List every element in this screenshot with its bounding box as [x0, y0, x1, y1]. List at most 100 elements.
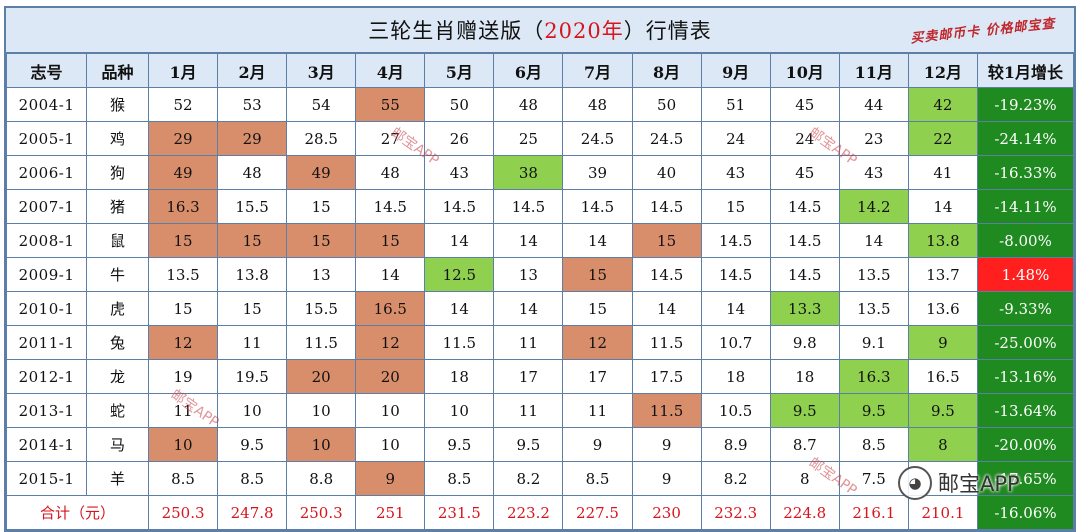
- issue-id-cell: 2014-1: [6, 427, 87, 462]
- zodiac-cell: 马: [86, 427, 149, 462]
- table-row: 2015-1 羊 8.5 8.5 8.8 9 8.5 8.2 8.5 9 8.2 8 7.5 7 -17.6…: [6, 461, 1074, 496]
- price-cell: 38: [493, 155, 564, 190]
- price-cell: 17: [493, 359, 564, 394]
- price-cell: 9.5: [493, 427, 564, 462]
- table-row: 2009-1 牛 13.5 13.8 13 14 12.5 13 15 14.5 14.5 14.5 1…: [6, 257, 1074, 292]
- price-cell: 15: [562, 257, 633, 292]
- price-cell: 13.8: [907, 223, 979, 258]
- price-cell: 8.2: [700, 461, 771, 496]
- price-cell: 12.5: [424, 257, 495, 292]
- total-cell: 230: [631, 495, 702, 530]
- price-cell: 12: [147, 325, 219, 360]
- price-cell: 9: [907, 325, 979, 360]
- price-cell: 14: [493, 291, 564, 326]
- zodiac-cell: 猴: [86, 87, 149, 122]
- table-row: 2007-1 猪 16.3 15.5 15 14.5 14.5 14.5 14.5 14.5 15 1…: [6, 189, 1074, 224]
- growth-cell: -19.23%: [977, 87, 1074, 122]
- price-cell: 9.5: [217, 427, 288, 462]
- issue-id-cell: 2012-1: [6, 359, 87, 394]
- price-cell: 14.5: [493, 189, 564, 224]
- price-cell: 13.3: [769, 291, 840, 326]
- price-cell: 24: [700, 121, 771, 156]
- price-cell: 15: [286, 223, 357, 258]
- zodiac-cell: 猪: [86, 189, 149, 224]
- price-cell: 9: [631, 427, 702, 462]
- issue-id-cell: 2004-1: [6, 87, 87, 122]
- price-cell: 10: [355, 427, 426, 462]
- price-cell: 45: [769, 87, 840, 122]
- table-row: 2011-1 兔 12 11 11.5 12 11.5 11 12 11.5 10.7 9.8 9.1 9…: [6, 325, 1074, 360]
- column-header: 9月: [700, 53, 771, 88]
- column-header: 11月: [838, 53, 909, 88]
- price-cell: 16.5: [355, 291, 426, 326]
- table-row: 2010-1 虎 15 15 15.5 16.5 14 14 15 14 14 13.3 13.5 13.…: [6, 291, 1074, 326]
- price-cell: 43: [838, 155, 909, 190]
- price-cell: 15: [147, 291, 219, 326]
- zodiac-cell: 鸡: [86, 121, 149, 156]
- price-cell: 19: [147, 359, 219, 394]
- price-cell: 14.5: [631, 189, 702, 224]
- price-cell: 25: [493, 121, 564, 156]
- price-cell: 10: [424, 393, 495, 428]
- price-cell: 19.5: [217, 359, 288, 394]
- price-cell: 9: [562, 427, 633, 462]
- price-cell: 11.5: [424, 325, 495, 360]
- price-cell: 8.2: [493, 461, 564, 496]
- price-table: 志号 品种 1月 2月 3月 4月 5月 6月 7月 8月 9月 10月 11月 12月 较1月增长 200…: [6, 53, 1074, 530]
- price-cell: 11: [493, 393, 564, 428]
- growth-cell: -25.00%: [977, 325, 1074, 360]
- price-cell: 9.8: [769, 325, 840, 360]
- total-cell: 224.8: [769, 495, 840, 530]
- zodiac-cell: 龙: [86, 359, 149, 394]
- price-cell: 14: [355, 257, 426, 292]
- price-cell: 14.5: [424, 189, 495, 224]
- price-cell: 8: [907, 427, 979, 462]
- price-cell: 14: [907, 189, 979, 224]
- price-cell: 14.5: [769, 257, 840, 292]
- price-cell: 8: [769, 461, 840, 496]
- growth-cell: -13.16%: [977, 359, 1074, 394]
- price-cell: 50: [631, 87, 702, 122]
- price-cell: 42: [907, 87, 979, 122]
- zodiac-cell: 羊: [86, 461, 149, 496]
- price-cell: 20: [355, 359, 426, 394]
- issue-id-cell: 2010-1: [6, 291, 87, 326]
- price-cell: 11.5: [631, 325, 702, 360]
- total-cell: 210.1: [907, 495, 979, 530]
- price-cell: 13: [493, 257, 564, 292]
- price-cell: 11: [217, 325, 288, 360]
- price-cell: 13.6: [907, 291, 979, 326]
- zodiac-cell: 狗: [86, 155, 149, 190]
- zodiac-cell: 虎: [86, 291, 149, 326]
- total-growth-cell: -16.06%: [977, 495, 1074, 530]
- price-cell: 49: [147, 155, 219, 190]
- zodiac-cell: 蛇: [86, 393, 149, 428]
- growth-cell: -17.65%: [977, 461, 1074, 496]
- price-cell: 39: [562, 155, 633, 190]
- growth-cell: -24.14%: [977, 121, 1074, 156]
- price-cell: 29: [147, 121, 219, 156]
- growth-cell: -16.33%: [977, 155, 1074, 190]
- column-header: 4月: [355, 53, 426, 88]
- price-cell: 16.3: [838, 359, 909, 394]
- header-row: 志号 品种 1月 2月 3月 4月 5月 6月 7月 8月 9月 10月 11月 12月 较1月增长: [6, 53, 1074, 88]
- price-cell: 12: [355, 325, 426, 360]
- total-cell: 232.3: [700, 495, 771, 530]
- title-bar: 三轮生肖赠送版（2020年）行情表 买卖邮币卡 价格邮宝查: [6, 8, 1074, 53]
- price-cell: 55: [355, 87, 426, 122]
- price-cell: 53: [217, 87, 288, 122]
- price-cell: 23: [838, 121, 909, 156]
- price-cell: 14: [700, 291, 771, 326]
- price-cell: 29: [217, 121, 288, 156]
- table-row: 2006-1 狗 49 48 49 48 43 38 39 40 43 45 43 41 -16.33%: [6, 155, 1074, 190]
- issue-id-cell: 2005-1: [6, 121, 87, 156]
- price-cell: 28.5: [286, 121, 357, 156]
- price-cell: 44: [838, 87, 909, 122]
- column-header: 3月: [286, 53, 357, 88]
- column-header: 品种: [86, 53, 149, 88]
- price-cell: 14: [493, 223, 564, 258]
- price-cell: 24.5: [631, 121, 702, 156]
- column-header: 7月: [562, 53, 633, 88]
- price-cell: 27: [355, 121, 426, 156]
- issue-id-cell: 2009-1: [6, 257, 87, 292]
